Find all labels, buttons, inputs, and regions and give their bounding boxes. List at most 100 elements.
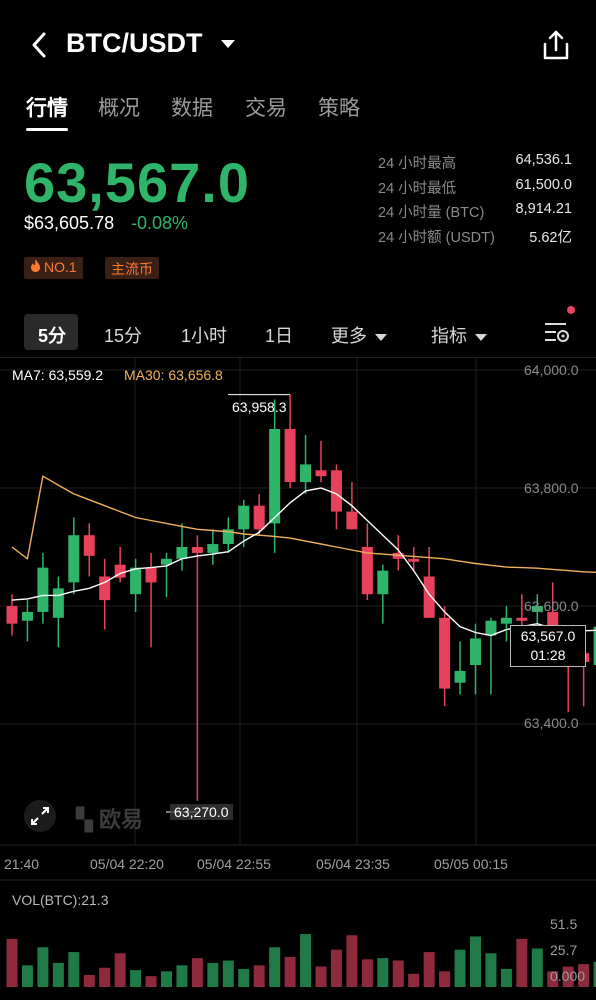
stat-row: 24 小时最低 61,500.0 [378,177,572,202]
candle-body [207,544,219,553]
pair-title[interactable]: BTC/USDT [66,28,203,58]
indicators-dropdown[interactable]: 指标 [431,322,487,348]
tab-overview[interactable]: 概况 [98,97,140,120]
volume-bar [222,960,234,987]
candle-body [485,620,497,636]
chevron-left-icon[interactable] [28,30,52,60]
volume-bar [68,952,80,987]
last-price: 63,567.0 [24,151,250,214]
volume-bar [52,962,64,987]
interval-bar: 5分 15分 1小时 1日 更多 指标 [0,310,596,356]
candle-body [6,606,18,624]
flame-icon [31,259,40,272]
volume-bar [315,966,327,987]
candle-body [253,505,265,530]
x-tick-label: 05/04 22:20 [90,856,164,872]
fullscreen-icon[interactable] [24,800,56,832]
candle-body [315,470,327,477]
stat-row: 24 小时量 (BTC) 8,914.21 [378,201,572,226]
interval-15m[interactable]: 15分 [104,326,143,346]
tab-market[interactable]: 行情 [26,97,68,120]
x-tick-label: 05/04 22:55 [197,856,271,872]
volume-bar [330,949,342,987]
candlestick-chart[interactable] [0,358,596,1000]
volume-bar [269,947,281,987]
stat-row: 24 小时额 (USDT) 5.62亿 [378,226,572,251]
more-intervals-dropdown[interactable]: 更多 [331,322,387,348]
volume-bar [21,965,33,987]
candle-countdown: 01:28 [530,647,566,663]
y-tick-label: 63,600.0 [524,598,579,614]
candle-body [470,638,481,665]
volume-bar [191,958,203,987]
more-intervals-label: 更多 [331,326,367,346]
y-tick-label: 63,800.0 [524,480,579,496]
volume-bar [207,962,219,987]
candle-body [83,535,95,556]
volume-bar [176,965,188,987]
candle-body [145,567,157,583]
volume-bar [485,953,497,987]
tab-bar: 行情 概况 数据 交易 策略 [0,88,596,132]
volume-bar [83,974,95,987]
stat-label: 24 小时量 (BTC) [378,205,485,221]
candle-body [114,564,126,578]
volume-bar [300,934,312,987]
candle-body [500,617,512,624]
notification-dot [567,306,575,314]
caret-down-icon [475,333,487,341]
volume-bar [114,953,126,987]
volume-bar [253,965,265,987]
candle-body [191,547,203,553]
candle-body [300,464,312,483]
low-annotation: 63,270.0 [170,804,233,820]
candle-body [21,611,33,621]
volume-bar [284,956,296,987]
rank-badge[interactable]: NO.1 [24,257,83,279]
volume-bar [423,952,435,987]
current-price-value: 63,567.0 [520,628,576,644]
volume-bar [454,949,466,987]
candle-body [284,429,296,483]
stat-label: 24 小时最低 [378,180,457,197]
volume-bar [37,947,49,987]
x-tick-label: 05/05 00:15 [434,856,508,872]
volume-readout: VOL(BTC):21.3 [12,892,109,908]
candle-body [330,470,342,512]
volume-tick-label: 51.5 [550,916,578,932]
candle-body [516,617,528,621]
usd-price: $63,605.78 [24,213,115,233]
interval-1d[interactable]: 1日 [265,326,294,346]
candle-body [37,567,49,612]
volume-bar [6,938,18,987]
candle-body [439,617,451,689]
ma7-line [11,487,596,637]
x-tick-label: 05/04 23:35 [316,856,390,872]
share-icon[interactable] [540,28,572,62]
volume-bar [593,961,596,987]
current-price-tag: 63,567.0 01:28 [510,625,586,667]
rank-badge-label: NO.1 [44,259,77,275]
volume-bar [578,964,590,987]
price-change: -0.08% [131,213,189,233]
candle-body [593,626,596,665]
category-badge[interactable]: 主流币 [105,257,159,279]
candle-body [68,535,80,583]
chart-settings-icon[interactable] [542,320,572,344]
volume-bar [562,966,574,987]
stat-value: 8,914.21 [515,201,572,217]
watermark-logo: ▚ 欧易 [76,802,143,834]
tab-trade[interactable]: 交易 [245,97,287,120]
interval-active-highlight [24,314,78,350]
candle-body [99,576,111,601]
tab-data[interactable]: 数据 [171,97,213,120]
tab-strategy[interactable]: 策略 [318,97,360,120]
caret-down-icon[interactable] [220,38,236,50]
volume-bar [531,948,543,987]
caret-down-icon [375,333,387,341]
interval-5m[interactable]: 5分 [38,326,67,346]
stat-label: 24 小时额 (USDT) [378,229,495,246]
candle-body [377,570,389,595]
interval-1h[interactable]: 1小时 [181,326,228,346]
candle-body [52,588,64,618]
